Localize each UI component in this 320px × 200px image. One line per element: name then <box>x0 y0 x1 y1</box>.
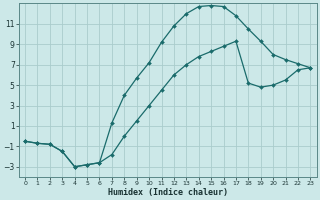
X-axis label: Humidex (Indice chaleur): Humidex (Indice chaleur) <box>108 188 228 197</box>
